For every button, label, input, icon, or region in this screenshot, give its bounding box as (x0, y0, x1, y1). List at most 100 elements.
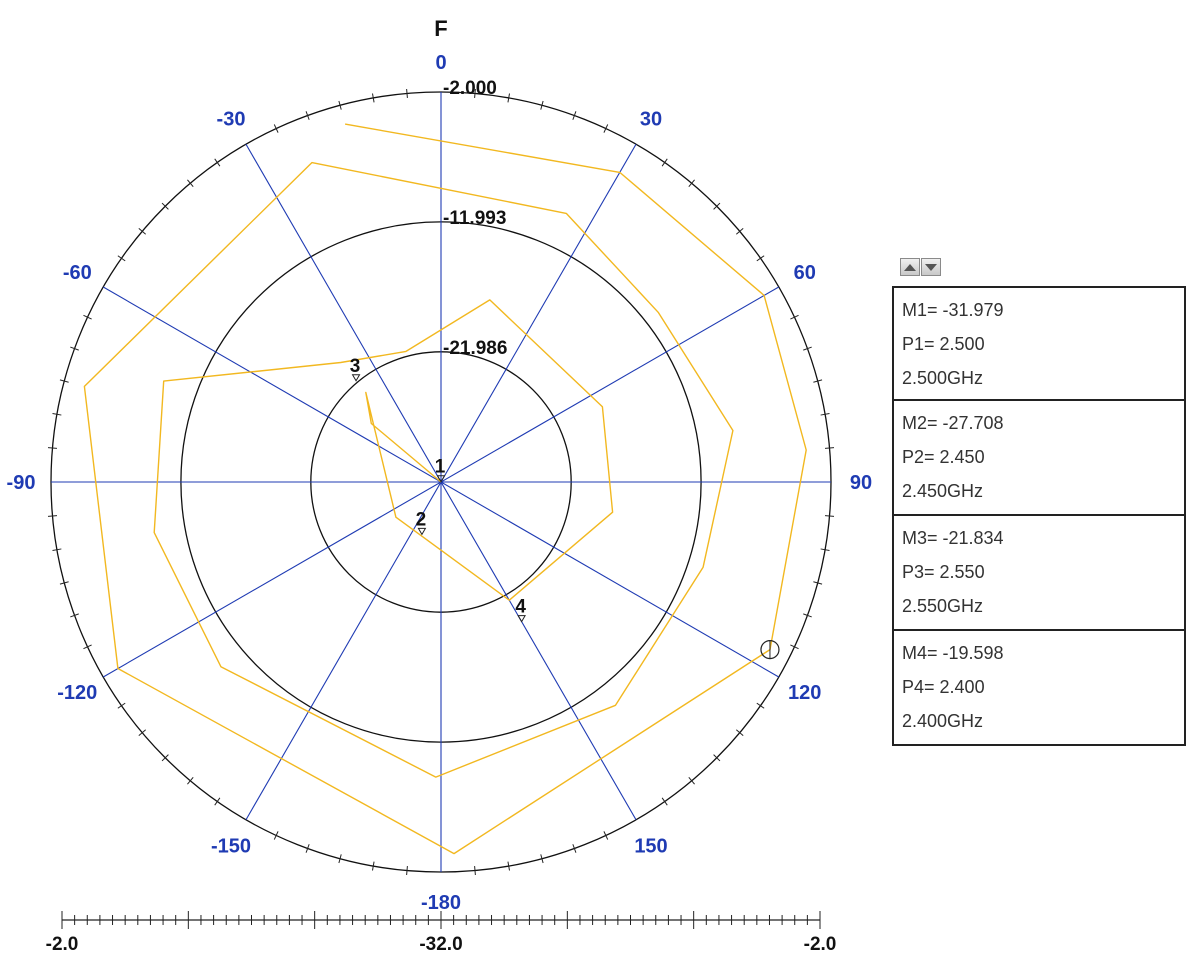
angle-tick (138, 729, 147, 736)
marker-frequency: 2.500GHz (902, 368, 984, 388)
angle-tick (187, 776, 194, 785)
angle-tick (47, 515, 58, 517)
angle-tick (824, 447, 835, 449)
angle-tick (161, 202, 169, 210)
angle-tick (813, 581, 823, 585)
angle-tick (735, 729, 744, 736)
angle-tick (803, 346, 812, 351)
angle-tick (70, 613, 79, 618)
marker-label-2: 2 (416, 509, 427, 530)
angle-tick (52, 413, 62, 416)
marker-readout-2[interactable]: M2= -27.708 P2= 2.450 2.450GHz (892, 401, 1186, 516)
angle-tick (47, 447, 58, 449)
angle-label: 0 (435, 52, 446, 74)
marker-triangle-4 (517, 615, 526, 623)
angle-tick (790, 644, 799, 650)
angle-tick (273, 124, 279, 133)
angle-tick (338, 854, 342, 864)
angle-tick (803, 613, 812, 618)
angle-label: 90 (850, 472, 872, 494)
angle-tick (824, 515, 835, 517)
angle-tick (161, 754, 169, 762)
angle-tick (59, 581, 69, 585)
marker-readout-4[interactable]: M4= -19.598 P4= 2.400 2.400GHz (892, 631, 1186, 746)
marker-scroll-controls (900, 258, 941, 276)
angle-tick (372, 861, 375, 871)
trace-group (83, 123, 807, 855)
angle-tick (83, 644, 92, 650)
angle-tick (305, 844, 310, 853)
polar-grid: -2.000 -11.993 -21.986 0 30 60 90 120 150 -180 -15… (7, 52, 873, 914)
ring-label-0: -2.000 (443, 78, 497, 99)
scroll-up-button[interactable] (900, 258, 920, 276)
marker-parameter: P1= 2.500 (902, 334, 985, 354)
angle-tick (273, 831, 279, 840)
angle-tick (603, 831, 609, 840)
angle-label: -90 (7, 472, 36, 494)
angle-tick (572, 844, 577, 853)
marker-magnitude: M1= -31.979 (902, 300, 1004, 320)
series-trace-0 (83, 123, 807, 855)
angle-tick (688, 776, 695, 785)
marker-frequency: 2.450GHz (902, 481, 984, 501)
angle-tick (372, 93, 375, 103)
angle-label: 120 (788, 682, 821, 704)
angle-tick (540, 854, 544, 864)
angle-tick (756, 702, 765, 709)
angle-tick (790, 314, 799, 320)
angle-tick (540, 100, 544, 110)
angle-tick (474, 865, 476, 876)
angle-tick (661, 797, 668, 806)
marker-label-3: 3 (350, 356, 361, 377)
marker-triangle-3 (351, 374, 361, 382)
marker-group: 1 2 3 4 (350, 356, 780, 660)
angle-tick (735, 228, 744, 235)
angle-label: -60 (63, 262, 92, 284)
angle-tick (338, 100, 342, 110)
marker-readout-3[interactable]: M3= -21.834 P3= 2.550 2.550GHz (892, 516, 1186, 631)
marker-label-4: 4 (515, 597, 526, 618)
angle-tick (214, 797, 221, 806)
marker-parameter: P3= 2.550 (902, 562, 985, 582)
marker-frequency: 2.550GHz (902, 596, 984, 616)
angle-tick (474, 88, 476, 99)
angle-tick (688, 179, 695, 188)
ring-label-1: -11.993 (443, 208, 506, 229)
angle-tick (214, 158, 221, 167)
angle-tick (187, 179, 194, 188)
marker-readout-1[interactable]: M1= -31.979 P1= 2.500 2.500GHz (892, 286, 1186, 401)
marker-magnitude: M2= -27.708 (902, 413, 1004, 433)
marker-triangle-1 (436, 475, 446, 483)
angle-tick (70, 346, 79, 351)
angle-label: 150 (634, 836, 667, 858)
scroll-down-button[interactable] (921, 258, 941, 276)
scale-bar-label-1: -32.0 (419, 934, 462, 955)
radial-scale-bar: -2.0 -32.0 -2.0 (46, 911, 836, 955)
angle-tick (572, 111, 577, 120)
angle-tick (59, 379, 69, 383)
angle-tick (117, 255, 126, 262)
marker-label-1: 1 (435, 457, 446, 478)
angle-tick (83, 314, 92, 320)
angle-tick (406, 865, 408, 876)
angle-tick (603, 124, 609, 133)
angle-tick (305, 111, 310, 120)
marker-parameter: P2= 2.450 (902, 447, 985, 467)
angle-tick (713, 202, 721, 210)
angle-tick (507, 861, 510, 871)
angle-label: -120 (57, 682, 97, 704)
polar-plot: F -2.000-11.993-21.9860306090120150-180-… (7, 16, 873, 955)
ring-label-2: -21.986 (443, 338, 507, 359)
angle-tick (756, 255, 765, 262)
angle-tick (52, 548, 62, 551)
triangle-down-icon (925, 263, 937, 271)
angle-label: -180 (421, 892, 461, 914)
angle-tick (661, 158, 668, 167)
angle-tick (138, 228, 147, 235)
marker-parameter: P4= 2.400 (902, 677, 985, 697)
angle-label: 60 (794, 262, 816, 284)
angle-label: 30 (640, 108, 662, 130)
marker-magnitude: M3= -21.834 (902, 528, 1004, 548)
angle-tick (813, 379, 823, 383)
angle-tick (713, 754, 721, 762)
